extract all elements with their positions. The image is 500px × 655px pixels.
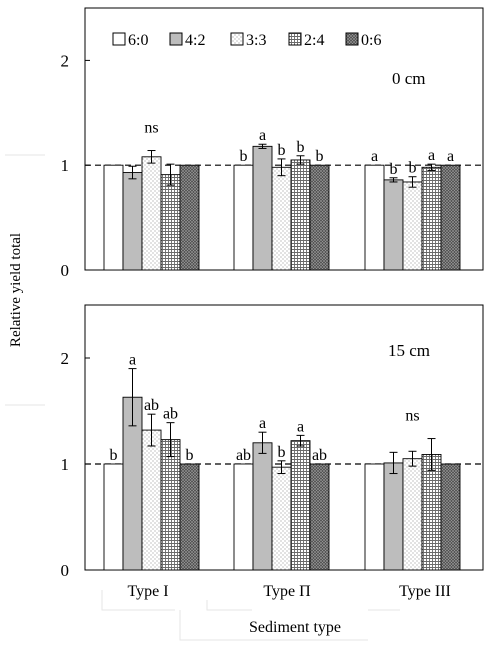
legend-swatch [112, 32, 126, 46]
significance-letter: a [371, 148, 378, 165]
significance-letter: b [110, 447, 118, 464]
bar [290, 440, 311, 571]
bar [309, 164, 330, 271]
bar [233, 463, 254, 571]
significance-letter: b [278, 142, 286, 159]
bar [160, 174, 181, 271]
x-axis-labels: Type I Type Π Type III [127, 583, 450, 600]
ns-annotation: ns [405, 408, 419, 425]
y-tick-label: 0 [61, 561, 70, 580]
decorative-frame-lines [5, 154, 400, 641]
bar [271, 166, 292, 271]
x-tick-label: Type I [127, 583, 168, 600]
bar [383, 462, 404, 571]
bar [141, 156, 162, 271]
bar [421, 454, 442, 571]
significance-letter: a [129, 352, 136, 369]
y-tick-label: 2 [61, 51, 70, 70]
bar [309, 463, 330, 571]
y-tick-label: 0 [61, 261, 70, 280]
y-tick-label: 2 [61, 349, 70, 368]
y-tick-label: 1 [61, 156, 70, 175]
y-axis-label: Relative yield total [8, 233, 24, 347]
y-tick-label: 1 [61, 455, 70, 474]
legend: 6:0 4:2 3:3 2:4 0:6 [112, 32, 381, 49]
bar [103, 164, 124, 271]
bar [290, 159, 311, 271]
bar [160, 439, 181, 571]
bar [179, 164, 200, 271]
bar [141, 429, 162, 571]
significance-letter: a [428, 147, 435, 164]
x-axis-label: Sediment type [249, 619, 341, 636]
legend-label: 4:2 [185, 32, 205, 49]
legend-swatch [288, 32, 302, 46]
bar [402, 458, 423, 571]
significance-letter: b [297, 139, 305, 156]
bar [364, 463, 385, 571]
bar [252, 145, 273, 271]
significance-letter: a [297, 418, 304, 435]
significance-letter: b [390, 161, 398, 178]
legend-label: 3:3 [246, 32, 266, 49]
bar [271, 466, 292, 571]
legend-label: 0:6 [361, 32, 381, 49]
significance-letter: b [240, 148, 248, 165]
significance-letter: b [409, 160, 417, 177]
significance-letter: ab [163, 406, 178, 423]
significance-letter: a [259, 415, 266, 432]
significance-letter: a [447, 148, 454, 165]
bar [364, 164, 385, 271]
x-tick-label: Type III [399, 583, 451, 600]
x-tick-label: Type Π [263, 583, 311, 600]
legend-label: 6:0 [128, 32, 148, 49]
bar [122, 172, 143, 271]
significance-letter: b [316, 148, 324, 165]
bar [383, 179, 404, 271]
significance-letter: ab [144, 397, 159, 414]
bar [440, 463, 461, 571]
legend-swatch [230, 32, 244, 46]
legend-label: 2:4 [304, 32, 324, 49]
significance-letter: b [186, 447, 194, 464]
bar [402, 181, 423, 271]
significance-letter: ab [312, 447, 327, 464]
legend-swatch [345, 32, 359, 46]
bar [179, 463, 200, 571]
significance-letter: ab [236, 447, 251, 464]
bar [103, 463, 124, 571]
significance-letter: a [259, 127, 266, 144]
ns-annotation: ns [144, 120, 158, 137]
bar [440, 164, 461, 271]
panel-label: 15 cm [388, 341, 430, 360]
bar [421, 166, 442, 271]
panel-label: 0 cm [392, 69, 426, 88]
bar [233, 164, 254, 271]
legend-swatch [169, 32, 183, 46]
bar [252, 442, 273, 571]
significance-letter: b [278, 444, 286, 461]
